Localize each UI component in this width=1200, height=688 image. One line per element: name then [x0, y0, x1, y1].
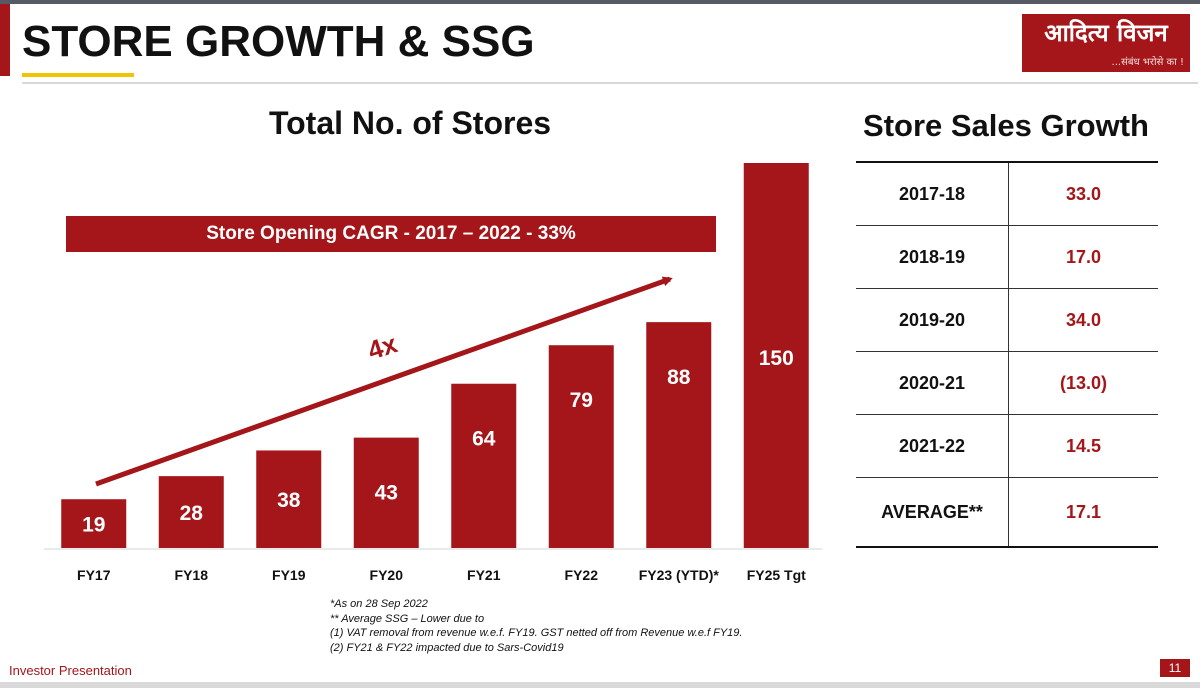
- data-label: 43: [375, 482, 398, 505]
- bar: [451, 383, 517, 548]
- ssg-value: 34.0: [1008, 288, 1158, 352]
- ssg-year: AVERAGE**: [856, 477, 1009, 548]
- x-tick-label: FY25 Tgt: [747, 567, 806, 583]
- cagr-banner: Store Opening CAGR - 2017 – 2022 - 33%: [66, 216, 716, 252]
- footnote: (1) VAT removal from revenue w.e.f. FY19…: [330, 627, 743, 639]
- ssg-value: 17.1: [1008, 477, 1158, 548]
- x-tick-label: FY23 (YTD)*: [639, 567, 720, 583]
- ssg-year: 2021-22: [856, 414, 1009, 478]
- data-label: 88: [667, 366, 691, 389]
- ssg-year: 2017-18: [856, 161, 1009, 226]
- top-bar: [0, 0, 1200, 4]
- x-tick-label: FY19: [272, 567, 306, 583]
- chart-title: Total No. of Stores: [268, 105, 552, 141]
- table-row: 2017-18 33.0: [856, 161, 1158, 226]
- table-row: 2020-21 (13.0): [856, 351, 1158, 415]
- x-tick-label: FY17: [77, 567, 111, 583]
- bar: [646, 322, 712, 548]
- logo-text: आदित्य विजन: [1044, 19, 1168, 47]
- bar: [353, 437, 419, 548]
- table-row: 2021-22 14.5: [856, 414, 1158, 478]
- data-label: 28: [180, 502, 204, 525]
- table-row: 2019-20 34.0: [856, 288, 1158, 352]
- data-label: 19: [82, 514, 105, 537]
- table-row: AVERAGE** 17.1: [856, 477, 1158, 548]
- ssg-title: Store Sales Growth: [863, 108, 1149, 143]
- bar: [548, 345, 614, 548]
- data-label: 64: [472, 428, 496, 451]
- page-number: 11: [1160, 659, 1190, 677]
- title-accent-bar: [0, 4, 10, 76]
- ssg-value: 17.0: [1008, 225, 1158, 289]
- x-tick-label: FY20: [370, 567, 404, 583]
- x-tick-label: FY18: [175, 567, 209, 583]
- data-label: 38: [277, 489, 301, 512]
- company-logo: आदित्य विजन ...संबंध भरोसे का !: [1022, 14, 1190, 72]
- footnote: ** Average SSG – Lower due to: [330, 612, 485, 625]
- footnote: *As on 28 Sep 2022: [330, 598, 428, 610]
- footnote: (2) FY21 & FY22 impacted due to Sars-Cov…: [330, 641, 564, 654]
- title-underline: [22, 73, 134, 77]
- ssg-value: 14.5: [1008, 414, 1158, 478]
- footer-bar: [0, 682, 1200, 688]
- bar: [256, 450, 322, 548]
- bar: [743, 163, 809, 548]
- ssg-year: 2019-20: [856, 288, 1009, 352]
- table-row: 2018-19 17.0: [856, 225, 1158, 289]
- ssg-year: 2020-21: [856, 351, 1009, 415]
- ssg-value: 33.0: [1008, 161, 1158, 226]
- bar-series: 19 FY17 28 FY18 38 FY19 43 FY20 64 FY21 79 FY22 88 FY…: [61, 163, 809, 583]
- footer-label: Investor Presentation: [9, 663, 132, 678]
- bar: [158, 476, 224, 548]
- header-divider: [22, 82, 1198, 84]
- footnotes: *As on 28 Sep 2022 ** Average SSG – Lowe…: [330, 597, 742, 655]
- ssg-table: 2017-18 33.0 2018-19 17.0 2019-20 34.0 2…: [856, 161, 1158, 548]
- ssg-value: (13.0): [1008, 351, 1158, 415]
- data-label: 79: [570, 389, 593, 412]
- data-label: 150: [759, 347, 794, 370]
- logo-tagline: ...संबंध भरोसे का !: [1111, 57, 1184, 68]
- x-tick-label: FY22: [565, 567, 599, 583]
- x-tick-label: FY21: [467, 567, 501, 583]
- growth-arrow: [95, 276, 673, 487]
- page-title: STORE GROWTH & SSG: [22, 17, 535, 66]
- ssg-year: 2018-19: [856, 225, 1009, 289]
- bar: [61, 499, 127, 548]
